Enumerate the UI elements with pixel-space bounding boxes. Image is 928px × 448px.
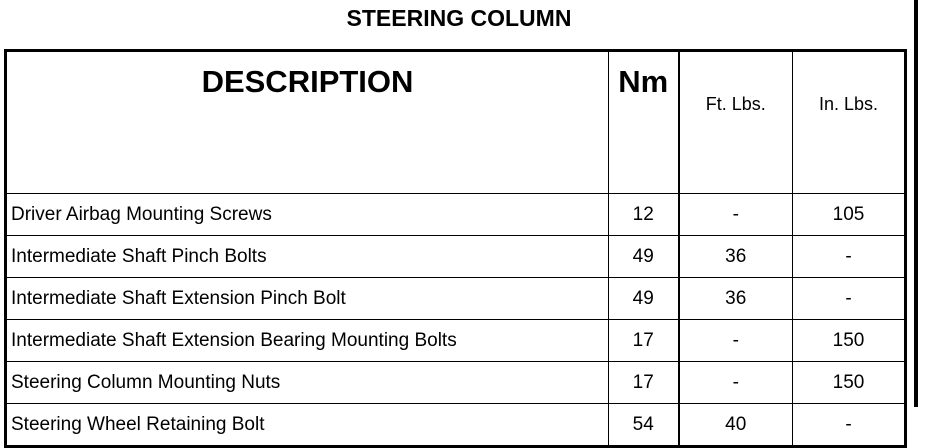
cell-in-lbs: - — [792, 277, 906, 320]
cell-description: Intermediate Shaft Pinch Bolts — [5, 235, 609, 278]
cell-description: Intermediate Shaft Extension Bearing Mou… — [5, 319, 609, 362]
cell-nm: 12 — [608, 193, 680, 236]
cell-in-lbs: 105 — [792, 193, 906, 236]
table-row: Steering Wheel Retaining Bolt 54 40- — [5, 403, 906, 447]
cell-ft-lbs: 36 — [678, 277, 793, 320]
cell-ft-lbs: 40 — [678, 403, 793, 447]
cell-ft-lbs: - — [678, 361, 793, 404]
torque-spec-table: DESCRIPTION Nm Ft. Lbs. In. Lbs. Driver … — [4, 49, 907, 448]
page-border-line — [914, 0, 918, 407]
cell-description: Steering Column Mounting Nuts — [5, 361, 609, 404]
header-row: DESCRIPTION Nm Ft. Lbs. In. Lbs. — [5, 50, 906, 194]
cell-nm: 17 — [608, 319, 680, 362]
cell-in-lbs: - — [792, 235, 906, 278]
cell-description: Intermediate Shaft Extension Pinch Bolt — [5, 277, 609, 320]
cell-nm: 17 — [608, 361, 680, 404]
table-row: Intermediate Shaft Extension Bearing Mou… — [5, 319, 906, 362]
table-row: Driver Airbag Mounting Screws 12-105 — [5, 193, 906, 236]
cell-ft-lbs: 36 — [678, 235, 793, 278]
cell-in-lbs: 150 — [792, 361, 906, 404]
table-row: Steering Column Mounting Nuts 17-150 — [5, 361, 906, 404]
cell-in-lbs: - — [792, 403, 906, 447]
cell-nm: 49 — [608, 235, 680, 278]
header-description: DESCRIPTION — [5, 50, 609, 194]
page-title: STEERING COLUMN — [346, 5, 572, 31]
cell-ft-lbs: - — [678, 193, 793, 236]
cell-description: Steering Wheel Retaining Bolt — [5, 403, 609, 447]
header-in-lbs: In. Lbs. — [792, 50, 906, 194]
table-row: Intermediate Shaft Extension Pinch Bolt 4… — [5, 277, 906, 320]
header-ft-lbs: Ft. Lbs. — [678, 50, 793, 194]
cell-nm: 49 — [608, 277, 680, 320]
table-row: Intermediate Shaft Pinch Bolts 49 36- — [5, 235, 906, 278]
cell-nm: 54 — [608, 403, 680, 447]
cell-ft-lbs: - — [678, 319, 793, 362]
header-nm: Nm — [608, 50, 680, 194]
cell-in-lbs: 150 — [792, 319, 906, 362]
cell-description: Driver Airbag Mounting Screws — [5, 193, 609, 236]
